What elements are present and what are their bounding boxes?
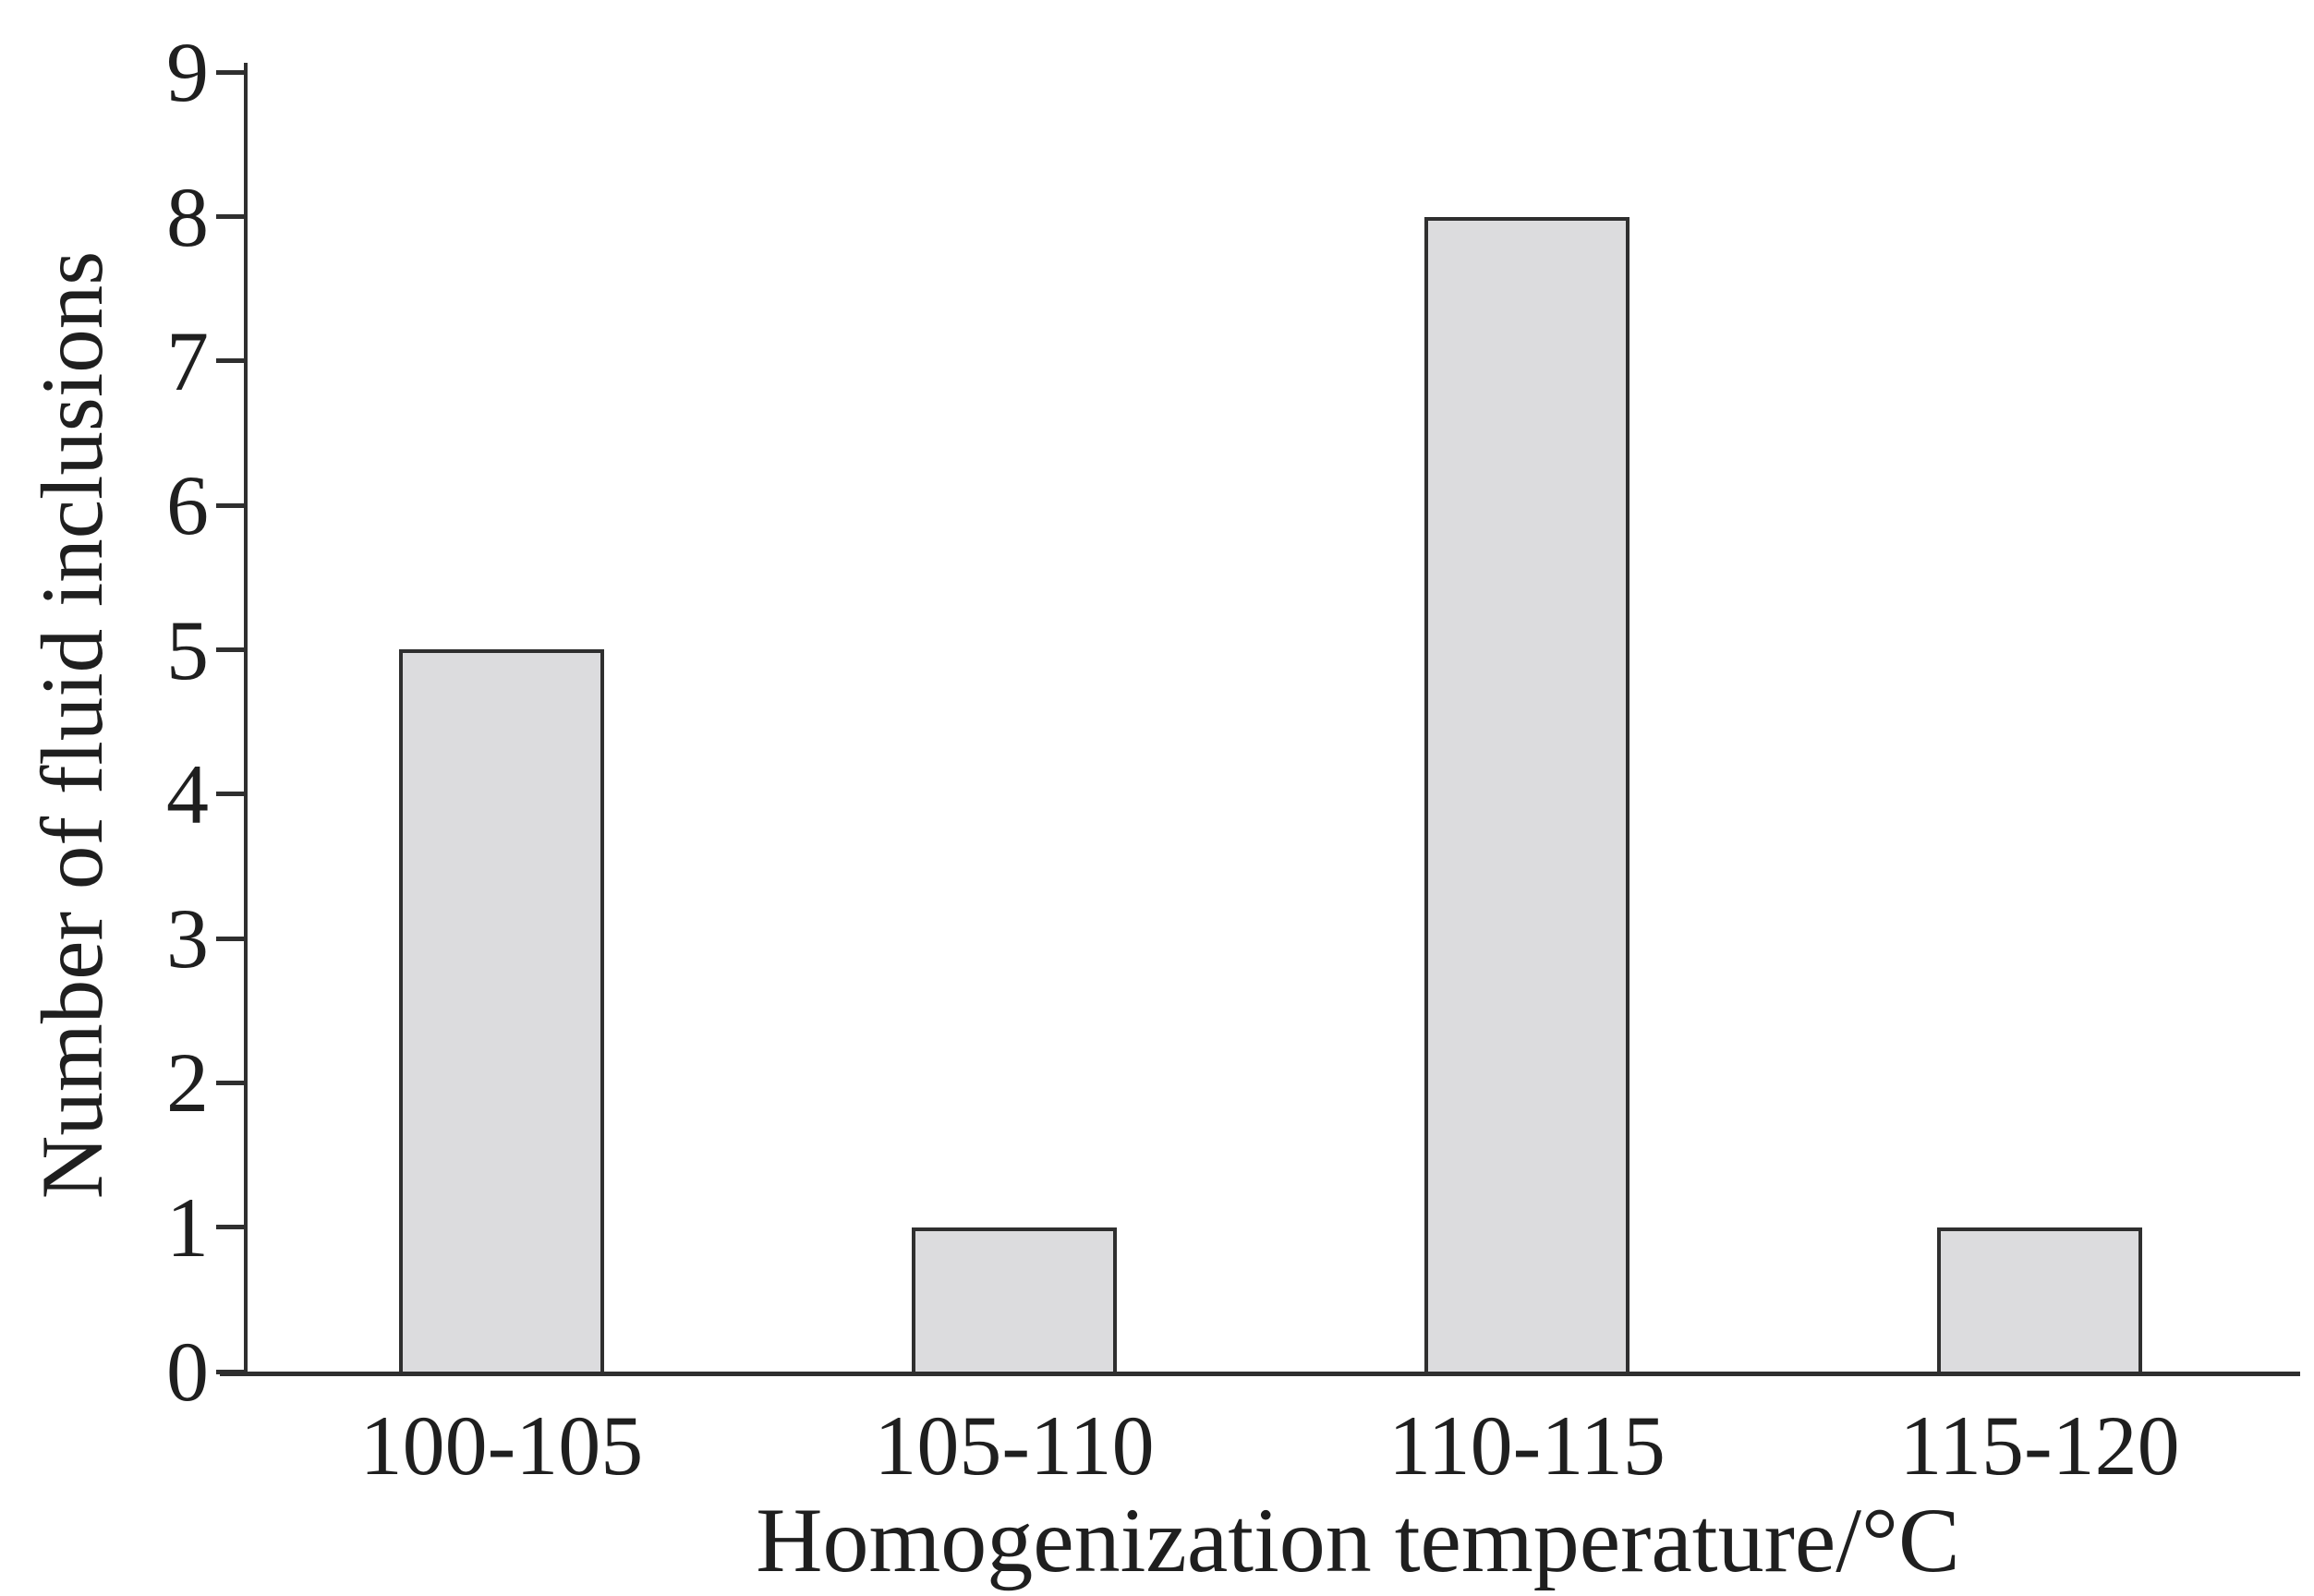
y-tick-label-5: 5: [166, 603, 209, 697]
y-tick-label-0: 0: [166, 1324, 209, 1419]
x-tick-label-115-120: 115-120: [1899, 1398, 2180, 1493]
y-tick-label-3: 3: [166, 891, 209, 985]
y-tick-mark-7: [216, 358, 244, 363]
y-tick-mark-2: [216, 1081, 244, 1085]
y-tick-label-2: 2: [166, 1035, 209, 1130]
y-tick-mark-4: [216, 792, 244, 796]
y-tick-label-7: 7: [166, 314, 209, 408]
bar-110-115: [1424, 217, 1629, 1374]
y-tick-mark-1: [216, 1225, 244, 1229]
bar-100-105: [399, 649, 604, 1374]
bar-105-110: [912, 1227, 1117, 1374]
y-tick-mark-5: [216, 647, 244, 652]
x-tick-label-100-105: 100-105: [359, 1398, 644, 1493]
y-tick-label-6: 6: [166, 458, 209, 552]
x-axis-title: Homogenization temperature/°C: [756, 1489, 1960, 1591]
x-axis-line: [220, 1372, 2300, 1376]
y-tick-mark-8: [216, 214, 244, 219]
y-tick-label-8: 8: [166, 170, 209, 264]
bar-115-120: [1937, 1227, 2142, 1374]
y-tick-mark-3: [216, 937, 244, 941]
y-axis-line: [244, 63, 248, 1376]
x-tick-label-110-115: 110-115: [1388, 1398, 1666, 1493]
y-tick-label-4: 4: [166, 747, 209, 841]
x-tick-label-105-110: 105-110: [874, 1398, 1155, 1493]
y-tick-mark-6: [216, 503, 244, 508]
y-tick-label-1: 1: [166, 1180, 209, 1275]
y-tick-label-9: 9: [166, 25, 209, 119]
y-axis-title: Number of fluid inclusions: [23, 250, 121, 1200]
y-tick-mark-9: [216, 70, 244, 75]
